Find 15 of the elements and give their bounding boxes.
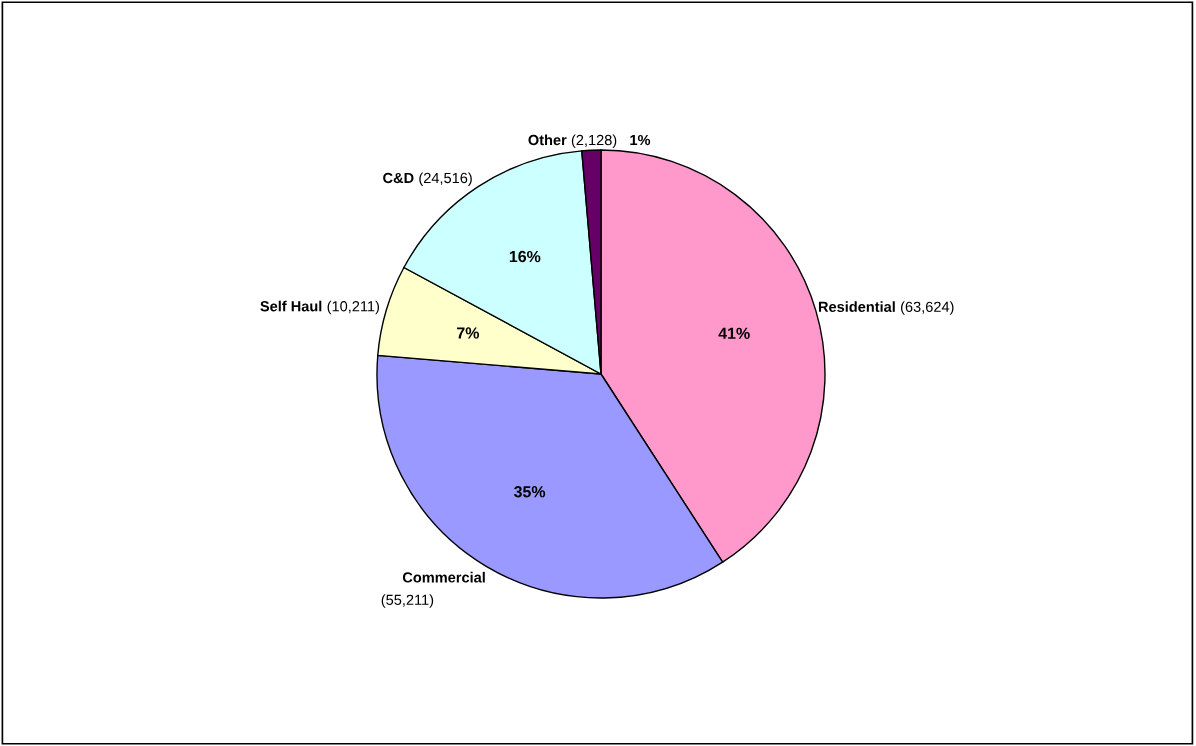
- slice-label: Other: [528, 134, 567, 146]
- data-label: (10,211): [327, 300, 380, 315]
- data-label: (63,624): [901, 301, 954, 315]
- slice-label: C&D: [383, 172, 414, 184]
- text: 7%: [457, 327, 480, 339]
- text: 35%: [513, 486, 546, 498]
- text: 16%: [509, 250, 541, 263]
- data-label: (55,211): [381, 594, 434, 608]
- text: 41%: [718, 327, 750, 339]
- data-label: (2,128): [571, 134, 617, 149]
- text: 1%: [630, 134, 651, 146]
- slice-label: Residential: [818, 301, 895, 312]
- slice-label: Self Haul: [260, 300, 322, 312]
- data-label: (24,516): [419, 172, 472, 186]
- slice-label: Commercial: [402, 571, 485, 583]
